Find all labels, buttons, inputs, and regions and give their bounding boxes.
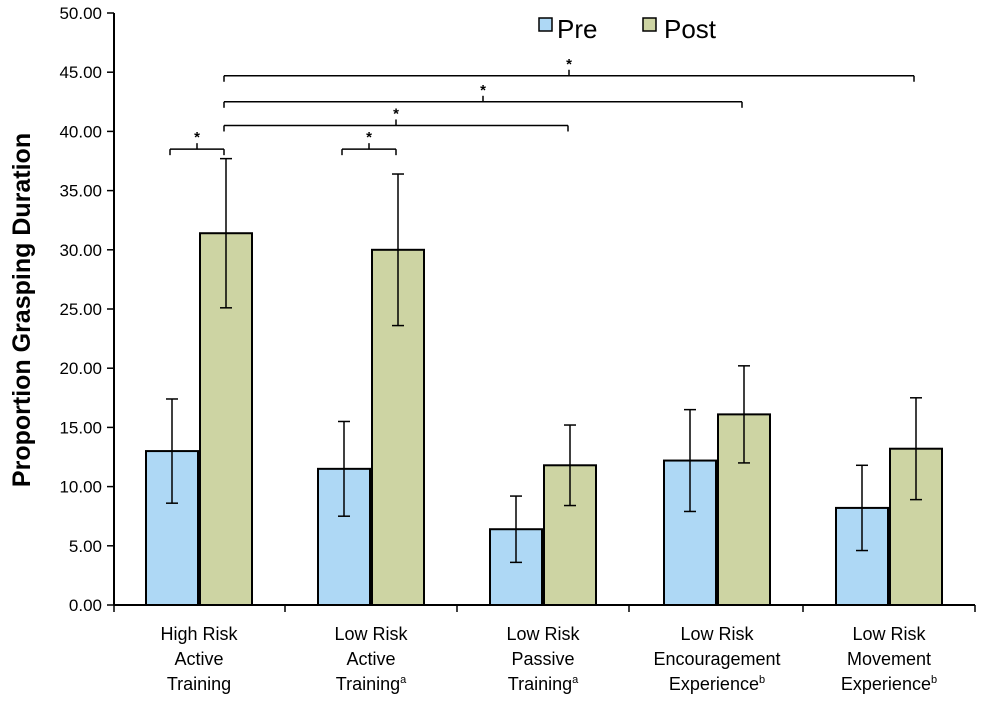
bars	[145, 232, 943, 607]
y-tick-label: 20.00	[59, 359, 102, 378]
x-category-label: Low Risk	[334, 624, 408, 644]
category-superscript: b	[759, 674, 765, 686]
legend-label-post: Post	[664, 14, 717, 44]
x-category-label: High Risk	[160, 624, 238, 644]
significance-star: *	[393, 105, 399, 122]
y-tick-label: 45.00	[59, 63, 102, 82]
x-category-label: Training	[167, 674, 231, 694]
category-superscript: a	[572, 674, 579, 686]
y-tick-label: 0.00	[69, 596, 102, 615]
legend: Pre Post	[538, 14, 717, 44]
x-category-label: Experienceb	[841, 674, 937, 694]
x-category-label: Movement	[847, 649, 931, 669]
x-category-label: Active	[174, 649, 223, 669]
significance-brackets: * * * * *	[169, 56, 915, 156]
x-category-label: Passive	[511, 649, 574, 669]
y-tick-label: 40.00	[59, 122, 102, 141]
y-tick-label: 35.00	[59, 182, 102, 201]
y-tick-label: 30.00	[59, 241, 102, 260]
legend-swatch-pre	[538, 17, 553, 32]
y-axis-label: Proportion Grasping Duration	[8, 133, 36, 487]
significance-star: *	[566, 56, 572, 73]
x-category-label: Low Risk	[506, 624, 580, 644]
x-category-label: Active	[346, 649, 395, 669]
legend-label-pre: Pre	[557, 14, 597, 44]
axes: 0.00 5.00 10.00 15.00 20.00 25.00 30.00 35.00 40…	[59, 4, 976, 694]
significance-star: *	[194, 129, 200, 146]
y-tick-label: 10.00	[59, 478, 102, 497]
x-category-label: Traininga	[336, 674, 407, 694]
category-superscript: b	[931, 674, 937, 686]
x-category-label: Encouragement	[653, 649, 780, 669]
x-category-label: Experienceb	[669, 674, 765, 694]
x-category-label: Low Risk	[680, 624, 754, 644]
significance-star: *	[366, 129, 372, 146]
y-tick-label: 50.00	[59, 4, 102, 23]
y-tick-label: 15.00	[59, 418, 102, 437]
y-tick-label: 5.00	[69, 537, 102, 556]
legend-swatch-post	[642, 17, 657, 32]
x-category-label: Traininga	[508, 674, 579, 694]
y-tick-label: 25.00	[59, 300, 102, 319]
error-bars	[166, 157, 922, 564]
x-category-label: Low Risk	[852, 624, 926, 644]
category-superscript: a	[400, 674, 407, 686]
significance-star: *	[480, 82, 486, 99]
